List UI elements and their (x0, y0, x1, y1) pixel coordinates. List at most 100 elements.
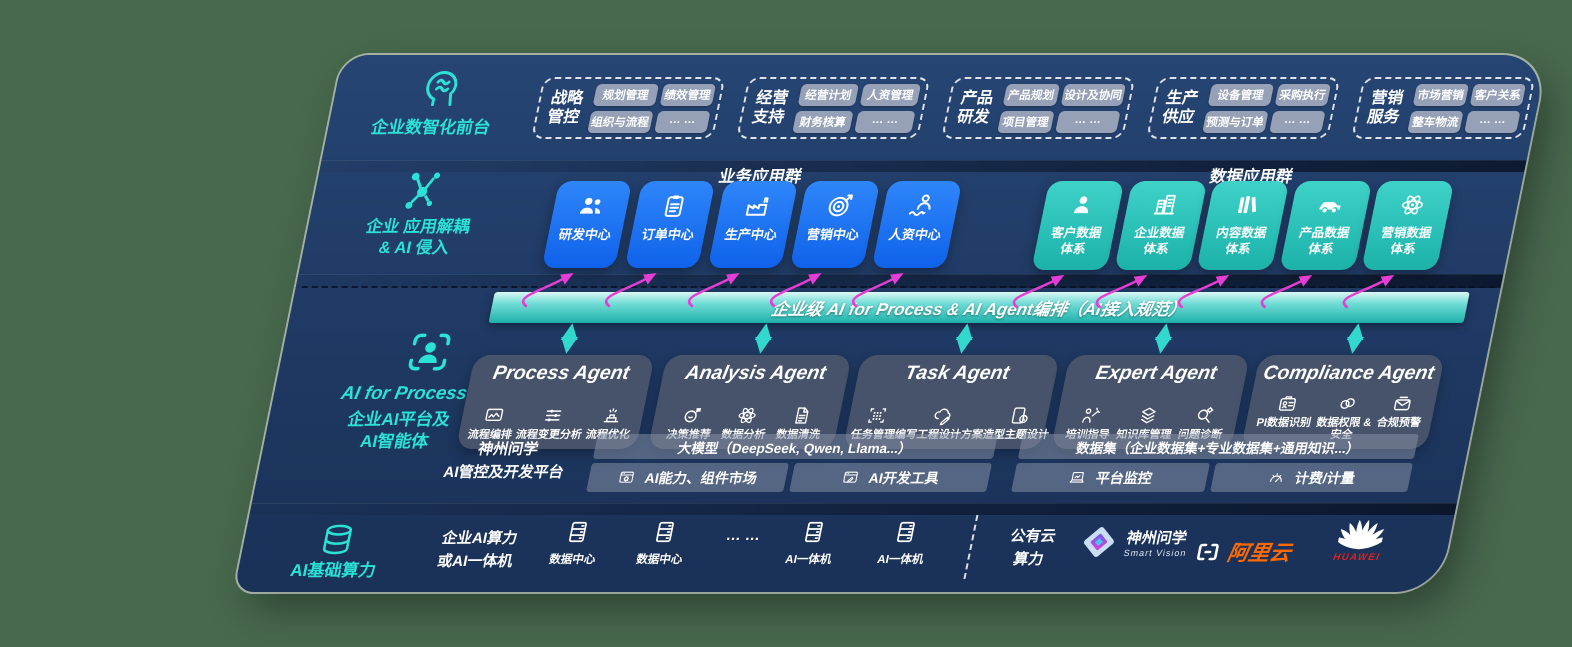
node-label: AI一体机 (876, 554, 925, 566)
cell-label: 计费/计量 (1293, 469, 1357, 486)
data-card-enterprise: 企业数据 体系 (1114, 181, 1208, 270)
task-grid-icon (864, 405, 889, 426)
compute-node: 数据中心 (618, 519, 708, 567)
chip: 设计及协同 (1060, 83, 1127, 106)
factory-icon (740, 192, 774, 220)
cell-platform-monitor: 平台监控 (1011, 463, 1210, 492)
alicloud-bracket-icon (1191, 540, 1224, 564)
stage-spark-icon (599, 405, 624, 426)
ai-orchestration-bar: 企业级 AI for Process & AI Agent编排（AI接入规范） (488, 292, 1470, 323)
chip: 产品规划 (1002, 83, 1060, 106)
app-card-label: 人资中心 (887, 227, 943, 242)
brain-head-icon (416, 67, 469, 111)
chip: 市场营销 (1412, 83, 1470, 106)
agent-item-label: 合规预警 (1375, 416, 1422, 429)
app-card-label: 生产中心 (723, 227, 779, 242)
chip: 组织与流程 (587, 110, 654, 133)
chip: 设备管理 (1207, 83, 1274, 106)
gauge-icon (1266, 469, 1286, 486)
layers-icon (1135, 405, 1160, 426)
app-card-marketing: 营销中心 (789, 181, 881, 268)
szwx-name: 神州问学 (1125, 529, 1189, 547)
id-card-icon (1275, 393, 1300, 414)
app-card-rd: 研发中心 (541, 181, 633, 268)
cell-label: AI开发工具 (867, 469, 941, 486)
data-card-customer: 客户数据 体系 (1031, 181, 1125, 270)
tablet-check-icon (1007, 405, 1032, 426)
group-name: 战略 管控 (545, 89, 585, 126)
alicloud-logo: 阿里云 (1191, 537, 1294, 567)
cell-billing: 计费/计量 (1210, 463, 1413, 492)
agent-title: Task Agent (903, 362, 1012, 384)
server-icon (649, 519, 680, 545)
huawei-name: HUAWEI (1332, 552, 1382, 563)
agent-title: Analysis Agent (683, 362, 829, 384)
agent-item: 合规预警 (1375, 393, 1426, 430)
mail-alert-icon (1390, 393, 1415, 414)
chip: 规划管理 (592, 83, 659, 106)
model-bar: 大模型（DeepSeek, Qwen, Llama...） (592, 434, 998, 459)
chip: 财务核算 (792, 110, 854, 133)
chip: 经营计划 (797, 83, 860, 106)
decouple-layer-label: 企业 应用解耦 & AI 侵入 (306, 217, 525, 260)
vertical-divider (963, 515, 979, 579)
compute-node: 数据中心 (531, 519, 621, 567)
chip: … … (1054, 110, 1121, 133)
public-cloud-label: 公有云 算力 (1008, 528, 1058, 569)
dataset-bar: 数据集（企业数据集+专业数据集+通用知识...） (1017, 434, 1419, 459)
cloud-pen-icon (930, 405, 955, 426)
huawei-flower-icon (1336, 515, 1387, 551)
chip: … … (653, 110, 711, 133)
group-operation: 经营 支持 经营计划 人资管理 财务核算 … … (735, 77, 931, 139)
group-marketing: 营销 服务 市场营销 客户关系 整车物流 … … (1350, 77, 1536, 139)
app-card-production: 生产中心 (707, 181, 799, 268)
decouple-label-line2: & AI 侵入 (376, 239, 451, 258)
agent-item-label: PI数据识别 (1255, 416, 1313, 429)
people-icon (574, 192, 608, 220)
monitor-wave-icon (481, 405, 506, 426)
chip: 项目管理 (997, 110, 1055, 133)
app-card-label: 订单中心 (640, 227, 696, 242)
chip: 预测与订单 (1202, 110, 1269, 133)
chip: … … (1464, 110, 1521, 133)
data-card-product: 产品数据 体系 (1279, 181, 1373, 270)
diagnose-icon (1191, 405, 1216, 426)
app-card-hr: 人资中心 (871, 181, 963, 268)
doc-clean-icon (789, 405, 814, 426)
chip: 客户关系 (1469, 83, 1527, 106)
ellipsis-nodes: … … (724, 527, 763, 544)
teal-connectors (560, 323, 1365, 354)
band-divider (249, 503, 1457, 515)
data-card-marketing: 营销数据 体系 (1361, 181, 1455, 270)
group-production: 生产 供应 设备管理 采购执行 预测与订单 … … (1145, 77, 1341, 139)
group-name: 经营 支持 (750, 89, 790, 126)
agent-item: 流程变更分析 (514, 405, 587, 442)
layer-dashed-line (301, 286, 1496, 288)
target-icon (822, 192, 856, 220)
car-icon (1314, 192, 1345, 218)
teacher-icon (1079, 405, 1104, 426)
model-bar-label: 大模型（DeepSeek, Qwen, Llama...） (676, 440, 914, 456)
node-label: 数据中心 (635, 554, 684, 566)
decouple-label-line1: 企业 应用解耦 (364, 218, 472, 236)
huawei-logo: HUAWEI (1326, 515, 1396, 563)
group-name: 生产 供应 (1160, 89, 1200, 126)
chip: … … (854, 110, 916, 133)
dataset-bar-label: 数据集（企业数据集+专业数据集+通用知识...） (1074, 440, 1362, 456)
alicloud-name: 阿里云 (1225, 542, 1293, 565)
scan-person-icon (399, 327, 459, 377)
chip: 整车物流 (1407, 110, 1464, 133)
group-strategy: 战略 管控 规划管理 绩效管理 组织与流程 … … (530, 77, 726, 139)
group-product: 产品 研发 产品规划 设计及协同 项目管理 … … (940, 77, 1136, 139)
platform-label-line2: AI管控及开发平台 (441, 463, 566, 481)
server-icon (890, 519, 921, 545)
laptop-chart-icon (1067, 469, 1087, 486)
data-card-label: 企业数据 体系 (1132, 226, 1186, 257)
agent-title: Compliance Agent (1261, 362, 1437, 384)
building-icon (1149, 192, 1180, 218)
chip: … … (1268, 110, 1326, 133)
agent-item: 流程编排 (466, 405, 517, 442)
data-card-label: 产品数据 体系 (1297, 226, 1351, 257)
node-label: 数据中心 (548, 554, 597, 566)
books-icon (1231, 192, 1262, 218)
